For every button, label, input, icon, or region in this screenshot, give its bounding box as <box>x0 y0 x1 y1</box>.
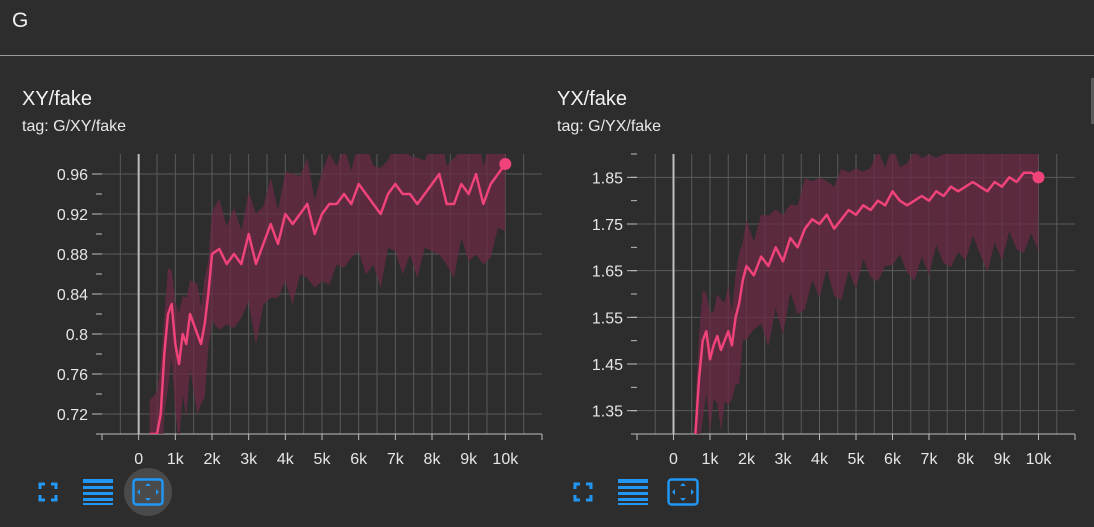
y-tick-label: 0.92 <box>57 207 88 224</box>
x-tick-label: 6k <box>350 451 368 468</box>
x-tick-label: 3k <box>775 451 793 468</box>
series-line[interactable] <box>694 171 1040 434</box>
chart-toolbar <box>22 468 222 516</box>
x-tick-label: 0 <box>134 451 143 468</box>
chart-tag: tag: G/XY/fake <box>22 118 127 135</box>
chart-plot[interactable]: 1.35 1.45 1.55 1.65 1.75 1.85 0 1k 2k 3k 4k 5k 6k 7k 8… <box>557 148 1087 468</box>
chart-toolbar <box>557 472 757 512</box>
y-tick-label: 1.35 <box>592 404 623 421</box>
x-tick-label: 1k <box>167 451 185 468</box>
x-tick-label: 5k <box>314 451 332 468</box>
x-tick-label: 5k <box>848 451 866 468</box>
series-line[interactable] <box>149 163 507 434</box>
y-tick-label: 1.65 <box>592 264 623 281</box>
last-point-marker[interactable] <box>1032 171 1045 184</box>
data-table-icon <box>83 479 113 505</box>
chart-title: YX/fake <box>557 88 628 110</box>
raw-values-band <box>695 154 1039 434</box>
x-tick-label: 3k <box>240 451 258 468</box>
scrollbar-edge[interactable] <box>1091 78 1094 124</box>
last-point-marker[interactable] <box>499 158 512 170</box>
x-tick-label: 6k <box>884 451 902 468</box>
chart-title: XY/fake <box>22 88 93 110</box>
y-tick-label: 1.75 <box>592 217 623 234</box>
chart-card-xy-fake: XY/fake tag: G/XY/fake 0.72 0.76 0.8 0.84 0.… <box>22 88 552 527</box>
y-tick-label: 0.76 <box>57 367 88 384</box>
x-tick-label: 2k <box>738 451 756 468</box>
fit-domain-icon <box>132 478 164 506</box>
x-tick-label: 2k <box>204 451 222 468</box>
x-tick-label: 7k <box>921 451 939 468</box>
fullscreen-button[interactable] <box>563 472 603 512</box>
chart-tag: tag: G/YX/fake <box>557 118 662 135</box>
y-tick-label: 1.85 <box>592 170 623 187</box>
x-tick-label: 1k <box>702 451 720 468</box>
y-tick-label: 0.72 <box>57 407 88 424</box>
data-table-button[interactable] <box>78 472 118 512</box>
group-header[interactable]: G <box>0 0 1094 56</box>
x-tick-label: 8k <box>424 451 442 468</box>
y-tick-label: 0.96 <box>57 167 88 184</box>
fullscreen-icon <box>38 482 58 502</box>
x-tick-label: 4k <box>811 451 829 468</box>
x-tick-label: 10k <box>492 451 519 468</box>
x-tick-label: 10k <box>1026 451 1053 468</box>
fit-domain-button[interactable] <box>663 472 703 512</box>
y-tick-label: 0.8 <box>66 327 88 344</box>
chart-plot[interactable]: 0.72 0.76 0.8 0.84 0.88 0.92 0.96 0 1k 2k 3k 4k 5k 6k… <box>22 148 552 468</box>
fullscreen-icon <box>573 482 593 502</box>
x-tick-label: 0 <box>669 451 678 468</box>
x-tick-label: 8k <box>957 451 975 468</box>
y-tick-label: 0.88 <box>57 247 88 264</box>
data-table-button[interactable] <box>613 472 653 512</box>
fit-domain-icon <box>667 478 699 506</box>
y-tick-label: 1.45 <box>592 357 623 374</box>
y-tick-label: 0.84 <box>57 287 88 304</box>
fit-domain-button[interactable] <box>124 468 172 516</box>
fullscreen-button[interactable] <box>28 472 68 512</box>
raw-values-band <box>149 154 506 434</box>
y-tick-label: 1.55 <box>592 310 623 327</box>
data-table-icon <box>618 479 648 505</box>
group-title: G <box>12 9 29 32</box>
chart-card-yx-fake: YX/fake tag: G/YX/fake 1.35 1.45 1.55 1.65 1… <box>557 88 1087 527</box>
x-tick-label: 9k <box>460 451 478 468</box>
x-tick-label: 9k <box>994 451 1012 468</box>
x-tick-label: 7k <box>387 451 405 468</box>
x-tick-label: 4k <box>277 451 295 468</box>
